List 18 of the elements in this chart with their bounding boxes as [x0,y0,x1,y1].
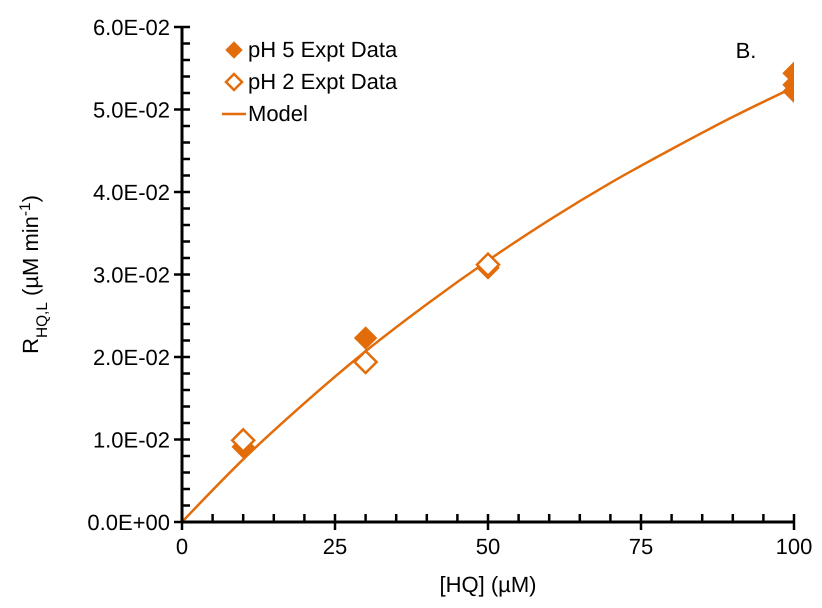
x-tick-label: 75 [628,534,654,559]
x-tick-label: 25 [322,534,348,559]
y-tick-label: 6.0E-02 [92,15,170,40]
annotation: B. [736,38,756,63]
x-tick-label: 50 [476,534,500,559]
y-tick-label: 4.0E-02 [92,180,170,205]
point [353,350,378,374]
x-tick-label: 0 [176,534,188,559]
x-tick-label: 100 [776,534,812,559]
legend-label: Model [248,100,308,128]
y-tick-label: 5.0E-02 [92,98,170,122]
y-tick-label: 2.0E-02 [92,345,170,370]
y-tick-label: 3.0E-02 [92,262,170,288]
y-tick-label: 0.0E+00 [87,510,170,535]
legend-label: pH 2 Expt Data [248,68,398,96]
x-axis-title: [HQ] (µM) [440,572,536,597]
y-tick-label: 1.0E-02 [92,428,170,452]
legend-label: pH 5 Expt Data [248,36,398,64]
